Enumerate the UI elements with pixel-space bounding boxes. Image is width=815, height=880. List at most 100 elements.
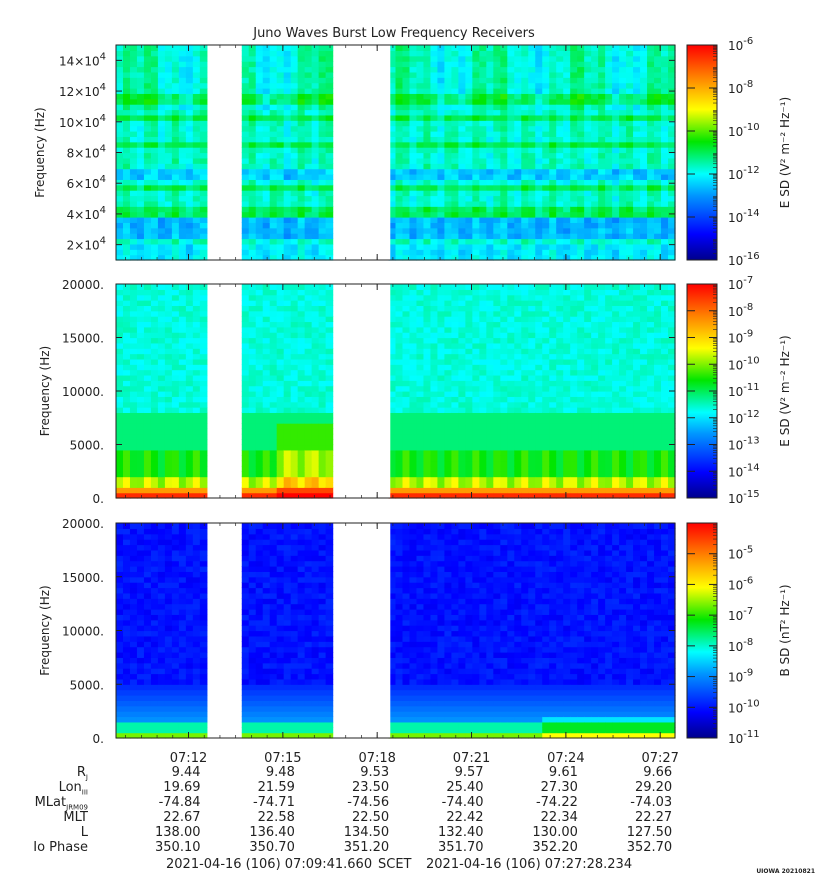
x-tick-label: 07:21 <box>453 751 490 766</box>
y-tick-label: 6×104 <box>67 174 106 191</box>
credit-label: UIOWA 20210821 <box>756 868 815 875</box>
y-tick-label: 20000. <box>62 278 104 292</box>
ephemeris-value: -74.40 <box>441 795 484 810</box>
y-tick-label: 5000. <box>70 678 104 692</box>
colorbar-tick-label: 10-6 <box>728 575 753 592</box>
y-axis-label: Frequency (Hz) <box>38 346 52 437</box>
ephemeris-value: 138.00 <box>155 825 201 840</box>
ephemeris-value: 130.00 <box>532 825 578 840</box>
colorbar-tick-label: 10-7 <box>728 275 753 292</box>
ephemeris-value: 22.67 <box>163 810 201 825</box>
colorbar-tick-label: 10-10 <box>728 698 760 715</box>
colorbar-tick-label: 10-5 <box>728 545 753 562</box>
spectrogram-image <box>116 523 676 739</box>
colorbar-tick-label: 10-9 <box>728 329 753 346</box>
y-tick-label: 0. <box>93 492 104 506</box>
data-gap-1 <box>209 523 239 738</box>
data-gap-1 <box>209 284 239 498</box>
ephemeris-value: 19.69 <box>163 780 201 795</box>
colorbar-tick-label: 10-12 <box>728 165 760 182</box>
y-tick-label: 14×104 <box>59 51 106 68</box>
y-tick-label: 15000. <box>62 332 104 346</box>
colorbar-label: E SD (V² m⁻² Hz⁻¹) <box>778 97 792 208</box>
y-tick-label: 10000. <box>62 625 104 639</box>
ephemeris-value: 22.58 <box>257 810 295 825</box>
ephemeris-value: 350.10 <box>155 840 201 855</box>
colorbar-tick-label: 10-10 <box>728 355 760 372</box>
y-tick-label: 10000. <box>62 385 104 399</box>
ephemeris-value: 9.66 <box>643 765 673 780</box>
ephemeris-value: -74.71 <box>252 795 295 810</box>
ephemeris-value: 351.20 <box>343 840 390 855</box>
ephemeris-value: 352.20 <box>532 840 578 855</box>
spectrogram-image <box>116 284 676 499</box>
colorbar-label: E SD (V² m⁻² Hz⁻¹) <box>778 335 792 446</box>
ephemeris-value: 127.50 <box>626 825 673 840</box>
ephemeris-value: 351.70 <box>438 840 484 855</box>
ephemeris-label: L <box>80 825 88 840</box>
spectrogram-panel-3: 0. 5000. 10000. 15000. 20000. Frequency (Hz) 1… <box>38 517 792 746</box>
data-gap-2 <box>335 45 391 260</box>
ephemeris-value: 22.27 <box>634 810 673 825</box>
time-range-start: 2021-04-16 (106) 07:09:41.660 <box>166 857 373 872</box>
ephemeris-value: -74.56 <box>347 795 390 810</box>
time-range-label: SCET <box>378 857 412 872</box>
ephemeris-value: 350.70 <box>249 840 295 855</box>
time-range-end: 2021-04-16 (106) 07:27:28.234 <box>426 857 633 872</box>
colorbar-tick-label: 10-8 <box>728 302 753 319</box>
y-axis-label: Frequency (Hz) <box>33 107 47 198</box>
y-tick-label: 4×104 <box>67 205 106 222</box>
ephemeris-value: 22.50 <box>351 810 390 825</box>
colorbar-tick-label: 10-15 <box>728 489 760 506</box>
ephemeris-value: 27.30 <box>540 780 578 795</box>
ephemeris-value: 21.59 <box>257 780 295 795</box>
y-tick-label: 5000. <box>70 439 104 453</box>
colorbar-tick-label: 10-14 <box>728 462 760 479</box>
colorbar-tick-label: 10-11 <box>728 382 760 399</box>
ephemeris-value: 9.53 <box>360 765 390 780</box>
ephemeris-value: 9.44 <box>171 765 201 780</box>
x-tick-label: 07:27 <box>641 751 678 766</box>
colorbar <box>686 44 718 261</box>
data-gap-2 <box>335 284 391 498</box>
colorbar-label: B SD (nT² Hz⁻¹) <box>778 584 792 676</box>
colorbar-tick-label: 10-8 <box>728 79 753 96</box>
y-tick-label: 20000. <box>62 517 104 531</box>
ephemeris-value: 9.57 <box>454 765 484 780</box>
ephemeris-label: RJ <box>76 765 88 782</box>
x-tick-label: 07:15 <box>264 751 301 766</box>
data-gap-2 <box>335 523 391 738</box>
colorbar-tick-label: 10-7 <box>728 606 753 623</box>
ephemeris-label: MLT <box>63 810 88 825</box>
ephemeris-value: -74.03 <box>630 795 673 810</box>
colorbar-tick-label: 10-12 <box>728 409 760 426</box>
colorbar-tick-label: 10-11 <box>728 729 760 746</box>
colorbar-tick-label: 10-8 <box>728 637 753 654</box>
ephemeris-value: 23.50 <box>351 780 390 795</box>
y-tick-label: 12×104 <box>59 82 106 99</box>
ephemeris-label: LonIII <box>58 780 88 797</box>
x-tick-label: 07:24 <box>547 751 584 766</box>
ephemeris-value: -74.22 <box>535 795 578 810</box>
chart-title: Juno Waves Burst Low Frequency Receivers <box>252 26 535 41</box>
ephemeris-value: 9.48 <box>265 765 295 780</box>
ephemeris-label: Io Phase <box>33 840 88 855</box>
colorbar-tick-label: 10-16 <box>728 251 760 268</box>
colorbar-tick-label: 10-10 <box>728 122 760 139</box>
ephemeris-value: 9.61 <box>548 765 578 780</box>
x-tick-label: 07:12 <box>170 751 207 766</box>
y-tick-label: 0. <box>93 732 104 746</box>
y-tick-label: 10×104 <box>59 113 106 130</box>
colorbar-tick-label: 10-9 <box>728 668 753 685</box>
ephemeris-value: 352.70 <box>626 840 673 855</box>
ephemeris-label: MLatJRM09 <box>34 795 88 812</box>
ephemeris-value: 136.40 <box>249 825 295 840</box>
colorbar-tick-label: 10-6 <box>728 36 753 53</box>
data-gap-1 <box>209 45 239 260</box>
y-tick-label: 15000. <box>62 571 104 585</box>
x-tick-label: 07:18 <box>358 751 395 766</box>
spectrogram-image <box>116 45 676 261</box>
ephemeris-value: 29.20 <box>634 780 673 795</box>
ephemeris-value: 22.42 <box>446 810 484 825</box>
colorbar-tick-label: 10-14 <box>728 208 760 225</box>
